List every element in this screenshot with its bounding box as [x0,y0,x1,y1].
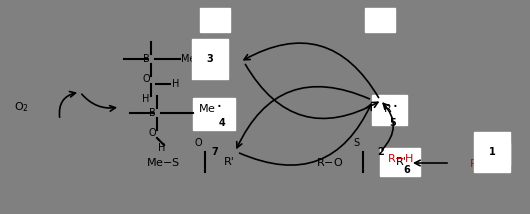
Text: Me$-$S: Me$-$S [146,156,180,168]
Text: R$-$H: R$-$H [387,152,413,164]
Text: H: H [158,143,165,153]
Text: R': R' [396,157,407,167]
Bar [193,98,235,130]
Text: O: O [148,128,156,138]
Text: Me$^\bullet$: Me$^\bullet$ [198,103,222,115]
Text: 6: 6 [404,165,410,175]
Text: S: S [353,138,359,148]
Text: H: H [172,79,179,89]
Text: R': R' [224,157,235,167]
Bar [380,148,420,176]
Text: 4: 4 [218,118,225,128]
Text: R$^\bullet$: R$^\bullet$ [383,103,398,115]
Text: 3: 3 [207,54,214,64]
Bar [372,95,407,125]
Text: B: B [143,54,149,64]
Text: 1: 1 [489,147,496,157]
Text: O: O [194,138,202,148]
Bar [365,8,395,32]
Text: B: B [148,108,155,118]
Bar [200,8,230,32]
Text: 7: 7 [211,147,218,157]
Text: O: O [142,74,150,84]
Text: O$_2$: O$_2$ [14,100,29,114]
Text: 5: 5 [390,118,396,128]
Bar [478,143,510,165]
Text: Me: Me [181,54,196,64]
Text: 2: 2 [377,147,384,157]
Text: R$-$OH: R$-$OH [470,157,505,169]
Text: H: H [143,94,149,104]
Text: R$-$O: R$-$O [316,156,343,168]
